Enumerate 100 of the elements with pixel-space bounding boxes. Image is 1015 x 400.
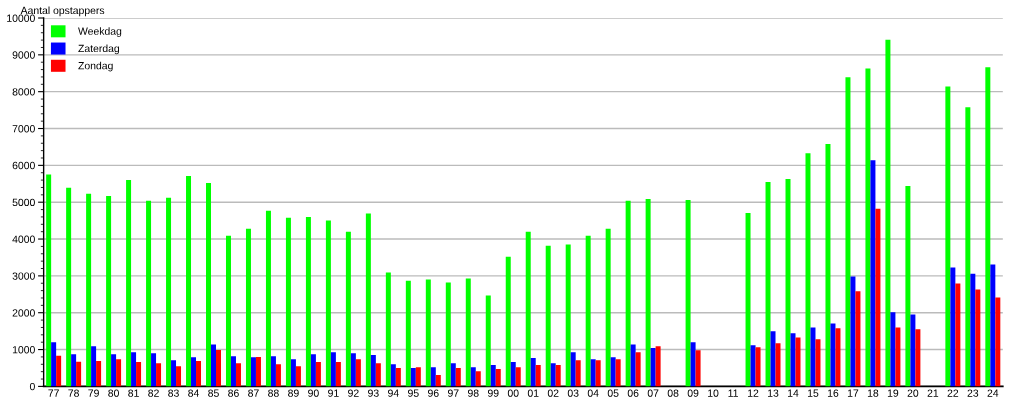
bar (545, 245, 551, 387)
bar (585, 235, 591, 387)
y-tick-label: 5000 (12, 198, 35, 207)
bar (216, 349, 221, 387)
x-tick-label: 79 (88, 389, 99, 397)
y-tick-label: 4000 (12, 235, 35, 243)
bar (51, 342, 57, 387)
x-tick-label: 00 (507, 389, 519, 397)
x-tick-label: 11 (728, 389, 738, 397)
bar (535, 365, 541, 387)
bar (156, 363, 162, 387)
x-tick-label: 97 (447, 389, 459, 397)
y-tick-label: 2000 (12, 309, 35, 317)
x-tick-label: 88 (268, 389, 279, 397)
x-tick-label: 98 (467, 389, 479, 397)
bar (645, 198, 651, 387)
bar (196, 360, 202, 387)
bar (915, 329, 921, 387)
x-tick-label: 02 (547, 389, 559, 397)
bar (810, 327, 816, 387)
bar (685, 199, 691, 387)
bar (250, 357, 256, 387)
bar (335, 362, 341, 387)
bar (370, 355, 376, 387)
bar (76, 361, 82, 387)
bar (365, 213, 371, 387)
bar (850, 276, 856, 387)
bar (530, 358, 536, 387)
x-tick-label: 05 (607, 389, 619, 397)
legend-label: Zaterdag (78, 44, 120, 55)
bar (106, 195, 112, 387)
bar (71, 354, 77, 387)
x-tick-label: 81 (128, 389, 139, 397)
x-tick-label: 82 (148, 389, 159, 397)
x-tick-label: 23 (967, 389, 979, 397)
x-tick-label: 87 (248, 389, 259, 397)
y-tick-label: 9000 (12, 51, 35, 59)
bar (91, 346, 97, 387)
legend-label: Weekdag (78, 27, 122, 37)
x-tick-label: 01 (527, 389, 539, 397)
bar (555, 365, 561, 387)
bar (475, 371, 481, 387)
bar (186, 176, 192, 387)
x-tick-label: 16 (827, 389, 839, 397)
bar (650, 348, 656, 387)
bar (330, 352, 336, 387)
x-tick-label: 93 (368, 389, 379, 397)
bar (470, 367, 476, 387)
x-tick-label: 06 (627, 389, 639, 397)
bar (550, 363, 556, 387)
x-tick-label: 92 (348, 389, 359, 397)
bar (505, 256, 511, 387)
bar (995, 297, 1001, 387)
bar (430, 367, 436, 387)
bar (350, 353, 356, 387)
bar (495, 369, 501, 387)
bar (176, 366, 182, 387)
x-tick-label: 12 (748, 389, 759, 397)
bar (211, 344, 216, 387)
bar (510, 362, 516, 387)
x-tick-label: 99 (487, 389, 499, 397)
bar (635, 352, 641, 387)
bar (455, 367, 461, 387)
bar (290, 359, 296, 387)
x-tick-label: 03 (567, 389, 579, 397)
bar (315, 362, 321, 387)
bar (405, 280, 411, 387)
bar (985, 67, 991, 387)
bar (885, 39, 891, 387)
bar (765, 181, 771, 387)
x-tick-label: 85 (208, 389, 219, 397)
bar (146, 200, 152, 387)
x-tick-label: 83 (168, 389, 179, 397)
bar (630, 344, 636, 387)
bar (375, 363, 381, 387)
y-tick-label: 8000 (12, 88, 35, 96)
bar (975, 289, 981, 387)
bar (515, 367, 521, 387)
bar (235, 363, 241, 387)
bar (325, 220, 331, 387)
bar (855, 291, 861, 387)
bar (905, 185, 911, 387)
bar (390, 364, 396, 387)
bar (565, 244, 571, 387)
bar (230, 356, 236, 387)
x-tick-label: 91 (328, 389, 339, 397)
x-tick-label: 89 (288, 389, 299, 397)
bar (191, 357, 197, 387)
bar (435, 374, 441, 387)
bar (990, 264, 996, 387)
bar (225, 235, 231, 387)
bar (605, 228, 611, 387)
bar (570, 352, 576, 387)
bar (355, 359, 361, 387)
x-tick-label: 24 (987, 389, 999, 397)
y-tick-label: 0 (29, 382, 35, 391)
bar (305, 216, 311, 387)
bar (395, 367, 401, 387)
bar (910, 314, 916, 387)
bar (415, 367, 421, 387)
